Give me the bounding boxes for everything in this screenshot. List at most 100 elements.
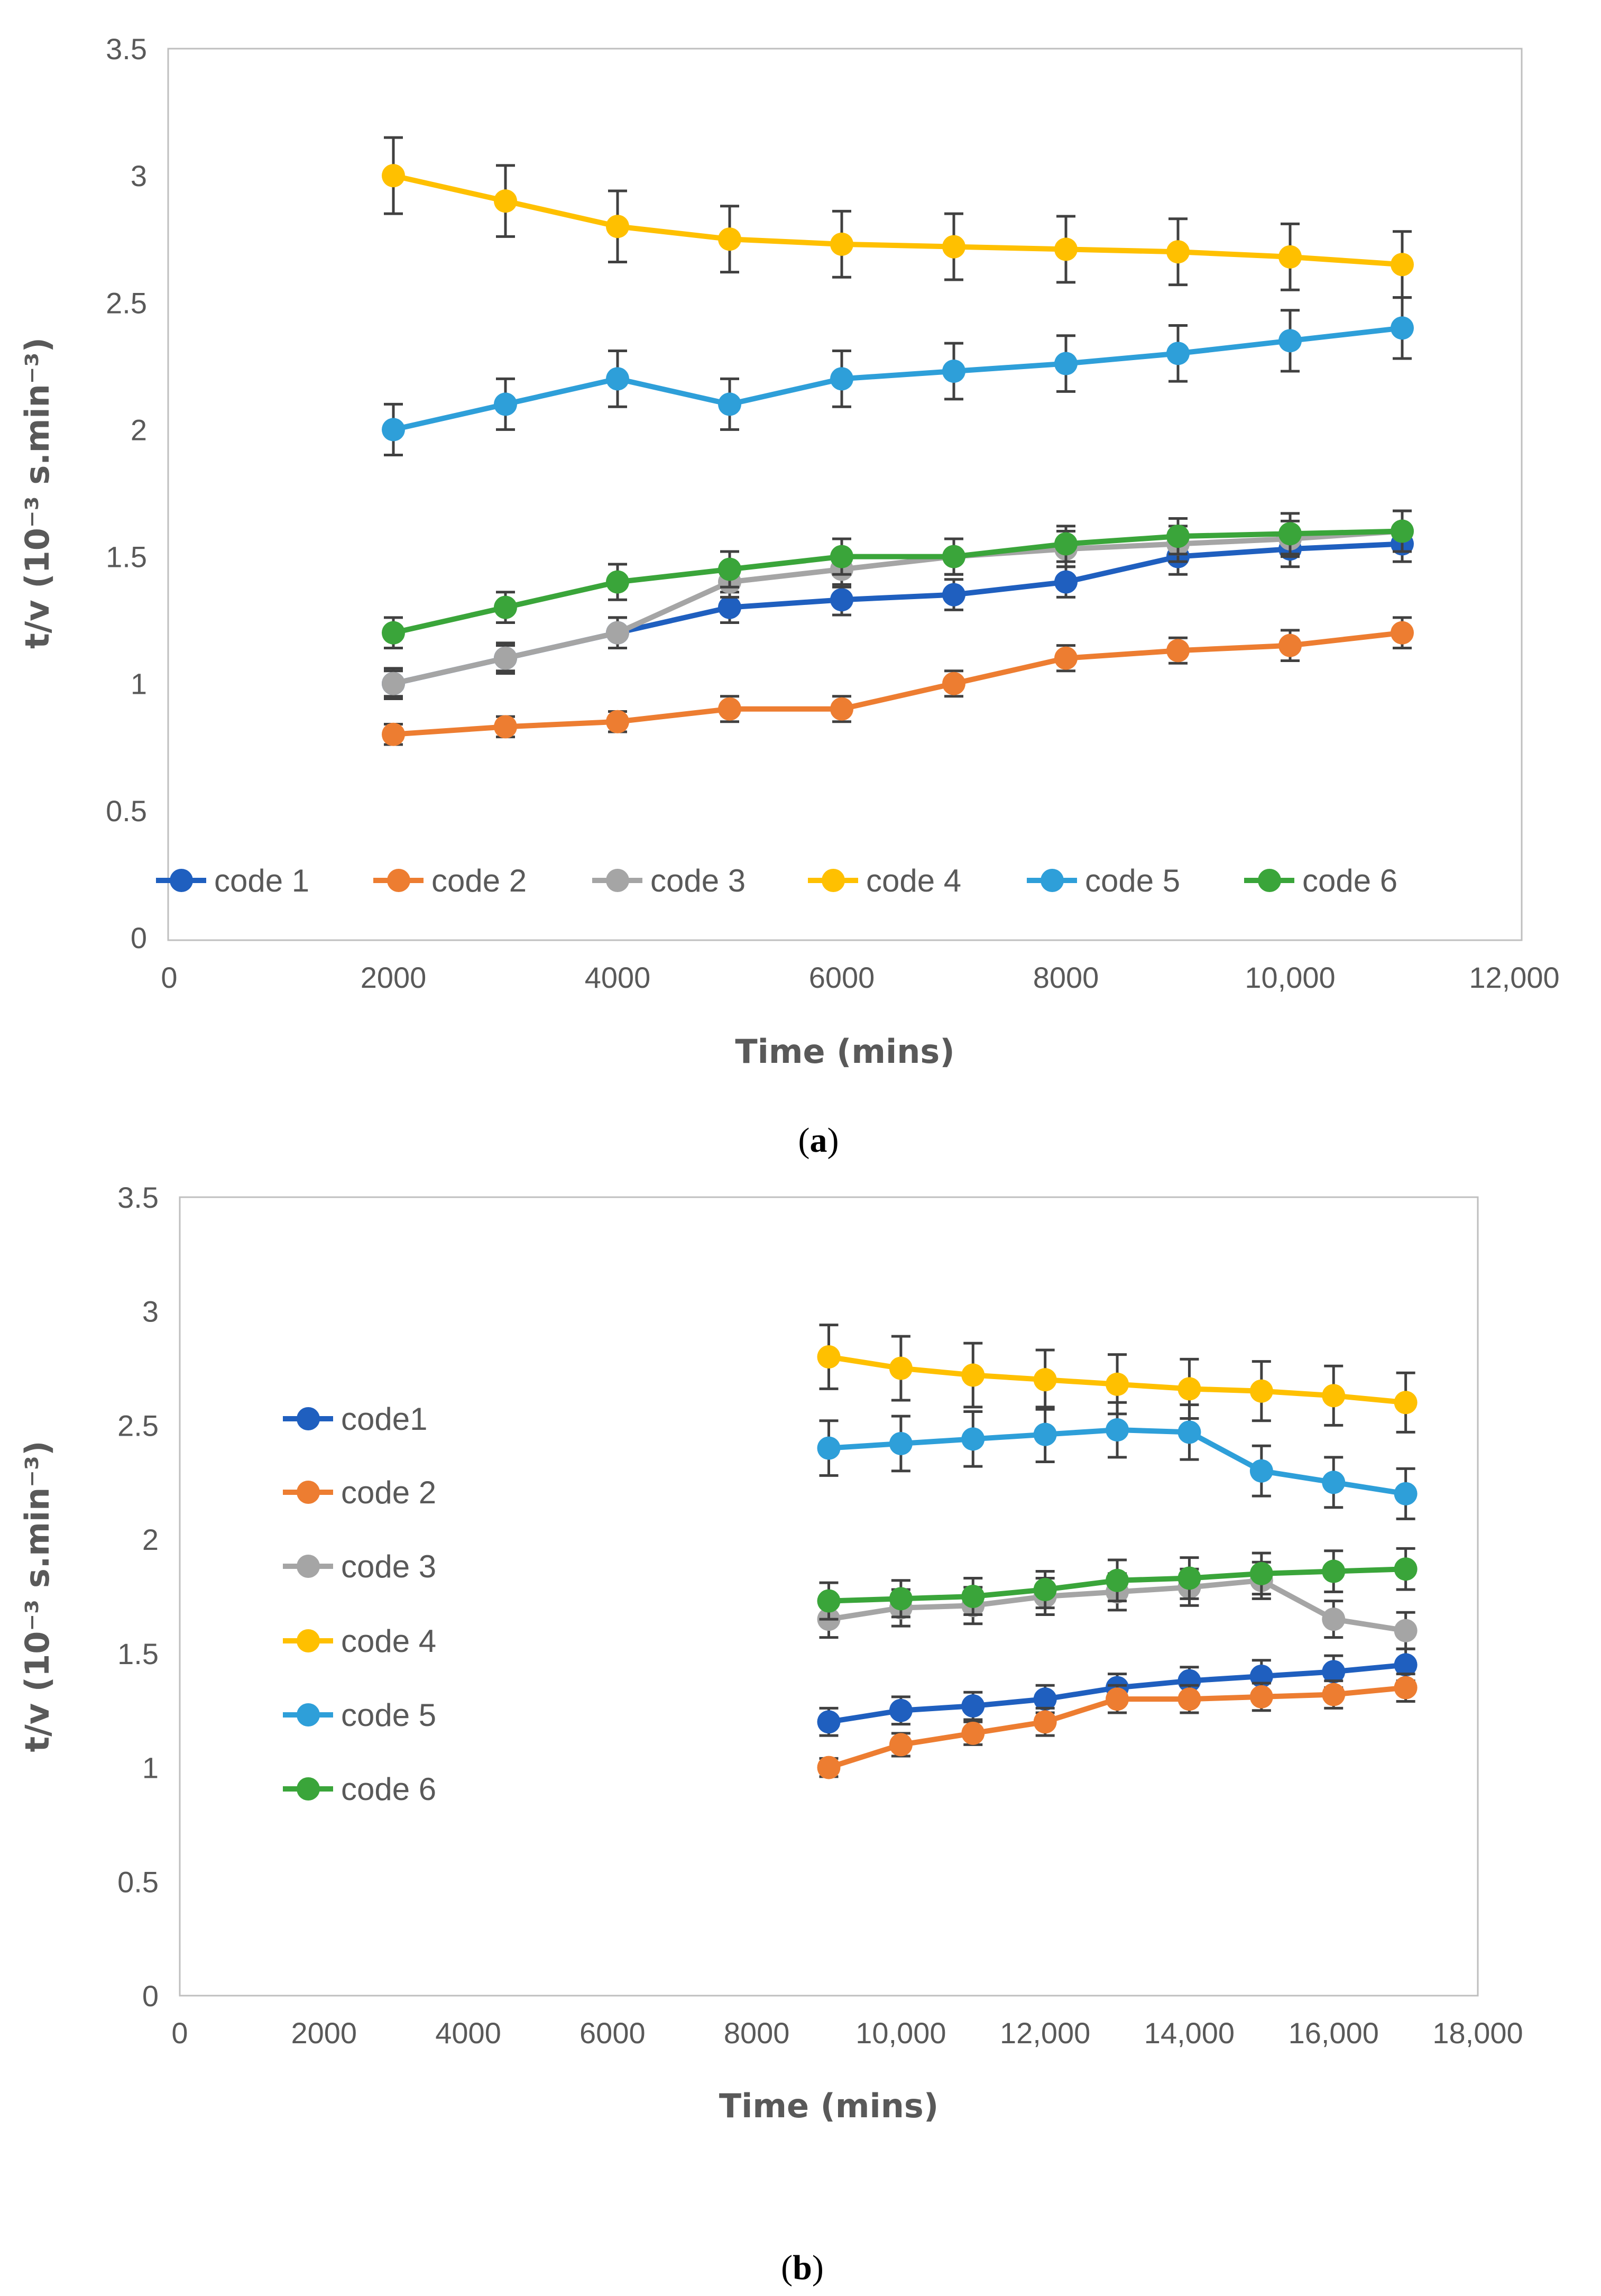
legend-marker (297, 1555, 320, 1578)
legend-label: code 5 (1085, 863, 1180, 898)
data-point (1322, 1608, 1346, 1631)
data-point (1033, 1710, 1057, 1734)
data-point (1177, 1566, 1201, 1590)
x-tick-label: 8000 (1033, 961, 1099, 994)
y-axis-title: t/v (10⁻³ s.min⁻³) (18, 1440, 57, 1752)
data-point (718, 697, 741, 721)
data-point (961, 1721, 985, 1745)
legend-label: code 1 (214, 863, 309, 898)
x-tick-label: 0 (161, 961, 177, 994)
data-point (817, 1345, 841, 1369)
chart-panel-a: 0 0.5 1 1.5 2 2.5 3 3.5 0 2000 4000 6000 8000 10,000 1… (18, 32, 1560, 1160)
data-point (942, 672, 965, 695)
data-point (1394, 1676, 1418, 1700)
legend-marker (297, 1407, 320, 1430)
data-point (942, 583, 965, 607)
caption-paren: ( (798, 1121, 810, 1160)
series-line (391, 630, 1405, 737)
data-point (1106, 1372, 1129, 1396)
legend-marker (297, 1481, 320, 1504)
data-point (942, 235, 965, 259)
legend-label: code 3 (341, 1549, 436, 1584)
data-point (1278, 522, 1302, 546)
series-code-2 (382, 616, 1414, 746)
series-code-4 (817, 1324, 1418, 1434)
data-point (1054, 646, 1078, 670)
x-tick-label: 6000 (809, 961, 875, 994)
legend-label: code 6 (341, 1771, 436, 1807)
legend-marker (822, 869, 845, 892)
data-point (1033, 1422, 1057, 1446)
x-tick-label: 10,000 (855, 2016, 946, 2050)
data-point (382, 672, 405, 695)
legend-marker (297, 1703, 320, 1726)
data-point (1166, 639, 1190, 663)
data-point (1278, 633, 1302, 657)
data-point (494, 646, 517, 670)
data-point (718, 557, 741, 581)
y-tick-label: 2.5 (117, 1409, 159, 1442)
data-point (961, 1427, 985, 1451)
y-tick-label: 1.5 (106, 540, 147, 574)
data-point (1177, 1377, 1201, 1401)
y-tick-label: 2 (142, 1523, 159, 1556)
y-tick-label: 1.5 (117, 1637, 159, 1670)
series-line (391, 173, 1405, 268)
data-point (1322, 1471, 1346, 1494)
x-tick-label: 4000 (435, 2016, 501, 2050)
data-point (889, 1431, 913, 1455)
legend: code 1 code 2 code 3 code 4 code 5 code 6 (156, 863, 1397, 898)
data-point (1394, 1391, 1418, 1415)
data-point (817, 1710, 841, 1734)
legend-marker (297, 1629, 320, 1652)
y-tick-label: 3 (142, 1295, 159, 1328)
x-tick-label: 8000 (724, 2016, 790, 2050)
data-point (1322, 1384, 1346, 1408)
data-point (1322, 1683, 1346, 1706)
data-point (1278, 245, 1302, 269)
data-point (1391, 316, 1414, 340)
data-point (494, 595, 517, 619)
data-point (1394, 1557, 1418, 1581)
legend-label: code 4 (866, 863, 961, 898)
series-code-5 (382, 296, 1414, 456)
data-point (942, 545, 965, 568)
data-point (1106, 1418, 1129, 1442)
series-code-6 (817, 1547, 1418, 1621)
chart-panel-b: 0 0.5 1 1.5 2 2.5 3 3.5 0 2000 4000 6000 8000 10,000 1… (18, 1181, 1523, 2287)
y-tick-label: 2 (131, 413, 147, 446)
legend-marker (1041, 869, 1064, 892)
y-tick-label: 1 (142, 1751, 159, 1785)
y-tick-label: 0 (142, 1979, 159, 2013)
caption-paren: ) (812, 2248, 824, 2287)
data-point (1166, 240, 1190, 264)
data-point (1394, 1653, 1418, 1677)
data-point (718, 227, 741, 251)
data-point (1033, 1368, 1057, 1392)
x-tick-label: 4000 (585, 961, 651, 994)
plot-frame (167, 48, 1523, 941)
data-point (889, 1587, 913, 1611)
data-point (1391, 621, 1414, 645)
data-point (830, 545, 853, 568)
caption-letter: b (793, 2248, 812, 2287)
data-point (1322, 1660, 1346, 1684)
data-point (494, 189, 517, 213)
x-axis-title: Time (mins) (735, 1032, 954, 1071)
data-point (817, 1436, 841, 1460)
data-point (1166, 525, 1190, 548)
data-point (830, 697, 853, 721)
data-point (1166, 342, 1190, 365)
data-point (382, 164, 405, 188)
legend-marker (606, 869, 629, 892)
legend-marker (170, 869, 193, 892)
data-point (942, 359, 965, 383)
data-point (1054, 237, 1078, 261)
series-code-4 (382, 136, 1414, 299)
data-point (1278, 329, 1302, 353)
data-point (606, 710, 629, 733)
legend-label: code 2 (431, 863, 527, 898)
caption-paren: ( (781, 2248, 793, 2287)
y-axis-title: t/v (10⁻³ s.min⁻³) (18, 337, 57, 649)
x-tick-label: 12,000 (1469, 961, 1559, 994)
